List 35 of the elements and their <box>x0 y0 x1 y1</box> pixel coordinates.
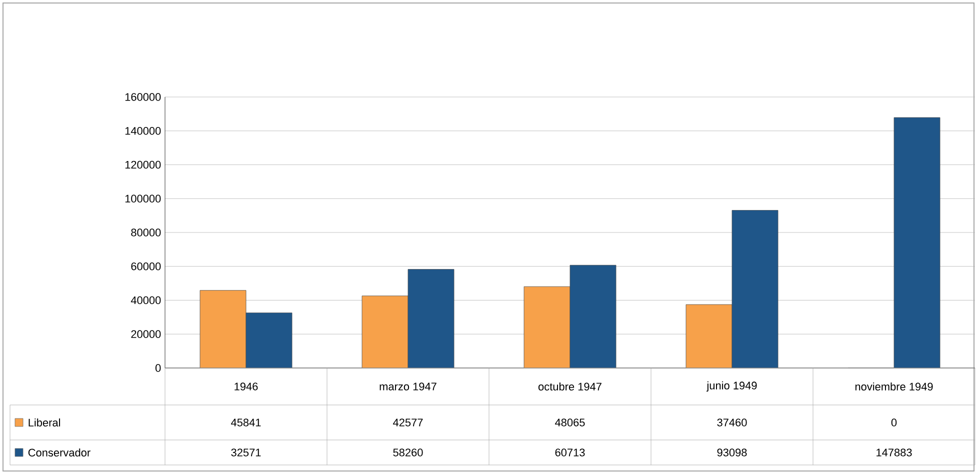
data-label: 0 <box>891 418 897 426</box>
x-tick-label: marzo 1947 <box>380 382 436 390</box>
data-label: 42577 <box>393 418 423 426</box>
bar <box>524 286 570 368</box>
x-tick-label: noviembre 1949 <box>855 382 933 391</box>
x-tick-label: 1946 <box>234 382 258 390</box>
y-tick-label: 80000 <box>131 228 161 236</box>
legend-label: Conservador <box>28 448 90 457</box>
legend-label: Liberal <box>28 418 60 427</box>
data-label: 45841 <box>231 418 261 426</box>
y-tick-label: 60000 <box>131 262 161 270</box>
y-tick-label: 40000 <box>130 296 161 304</box>
bar <box>894 117 940 368</box>
data-label: 60713 <box>555 448 585 456</box>
bar <box>362 296 408 368</box>
y-tick-label: 0 <box>155 364 161 372</box>
data-label: 58260 <box>393 448 423 456</box>
y-tick-label: 20000 <box>131 330 161 338</box>
bar <box>246 312 292 368</box>
bar <box>408 269 454 368</box>
data-label: 147883 <box>876 448 912 456</box>
y-tick-label: 100000 <box>125 194 161 202</box>
bar <box>686 304 732 368</box>
bar <box>732 210 778 368</box>
data-label: 93098 <box>717 448 747 456</box>
y-tick-label: 120000 <box>125 160 161 169</box>
bar <box>570 264 616 368</box>
data-label: 48065 <box>555 418 585 426</box>
bar <box>200 290 246 368</box>
data-label: 32571 <box>231 448 261 456</box>
x-tick-label: junio 1949 <box>706 381 757 392</box>
x-tick-label: octubre 1947 <box>538 382 602 391</box>
data-label: 37460 <box>717 418 747 426</box>
y-tick-label: 140000 <box>125 126 161 135</box>
y-tick-label: 160000 <box>125 93 161 101</box>
